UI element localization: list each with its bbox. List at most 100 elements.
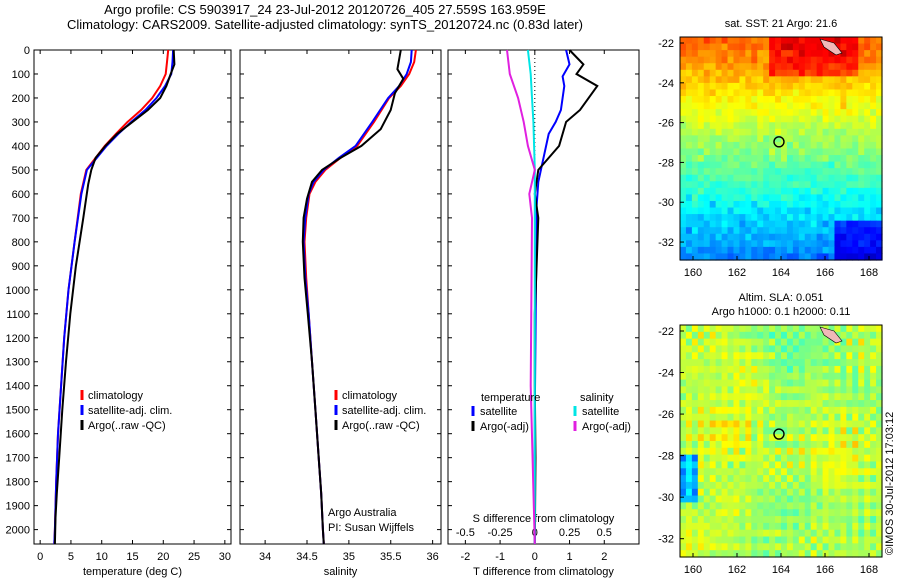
figure-title-line2: Climatology: CARS2009. Satellite-adjuste… <box>67 17 583 32</box>
map-cell <box>810 200 818 209</box>
map-cell <box>870 122 877 130</box>
map-cell <box>846 331 853 340</box>
map-cell <box>786 187 794 196</box>
map-cell <box>763 168 770 176</box>
map-cell <box>751 233 758 241</box>
map-cell <box>727 194 735 202</box>
map-cell <box>858 522 865 531</box>
map-cell <box>798 359 806 367</box>
map-cell <box>763 372 770 381</box>
map-cell <box>775 102 782 110</box>
map-cell <box>769 89 776 97</box>
map-cell <box>721 345 729 353</box>
map-cell <box>828 488 836 497</box>
map-cell <box>680 379 687 388</box>
map-cell <box>685 89 693 97</box>
map-cell <box>733 50 741 58</box>
map-cell <box>769 434 776 442</box>
map-cell <box>715 233 723 241</box>
map-cell <box>775 253 782 261</box>
map-cell <box>781 536 788 544</box>
map-cell <box>769 379 776 388</box>
map-cell <box>697 174 705 182</box>
map-cell <box>691 109 699 117</box>
map-cell <box>852 96 859 104</box>
legend-label: climatology <box>342 390 398 402</box>
map-cell <box>798 406 806 415</box>
map-cell <box>816 207 824 215</box>
map-cell <box>691 420 699 428</box>
map-cell <box>703 522 711 531</box>
map-cell <box>786 502 794 510</box>
map-cell <box>757 76 764 84</box>
map-cell <box>864 447 871 456</box>
map-cell <box>792 386 800 394</box>
map-cell <box>727 522 735 531</box>
map-cell <box>852 122 859 130</box>
map-cell <box>727 509 735 517</box>
map-cell <box>828 37 836 45</box>
map-cell <box>786 200 794 209</box>
map-cell <box>846 529 853 538</box>
map-cell <box>864 148 871 156</box>
map-cell <box>769 406 776 415</box>
map-cell <box>680 338 687 347</box>
map-cell <box>804 181 812 189</box>
map-cell <box>739 441 746 449</box>
map-cell <box>834 413 842 422</box>
map-cell <box>751 194 758 202</box>
map-cell <box>745 386 752 394</box>
map-cell <box>834 122 842 130</box>
map-y-tick-label: -28 <box>658 157 674 169</box>
map-cell <box>715 240 723 248</box>
map-cell <box>775 207 782 215</box>
map-cell <box>852 475 859 483</box>
map-cell <box>685 372 693 381</box>
map-cell <box>697 102 705 110</box>
map-cell <box>834 63 842 71</box>
map-cell <box>715 468 723 476</box>
map-cell <box>703 220 711 228</box>
map-cell <box>876 481 883 490</box>
map-cell <box>751 148 758 156</box>
map-cell <box>792 214 800 222</box>
map-x-tick-label: 160 <box>684 564 702 576</box>
map-cell <box>822 187 830 196</box>
map-cell <box>804 174 812 182</box>
map-cell <box>739 372 746 381</box>
map-cell <box>840 434 847 442</box>
map-cell <box>721 174 729 182</box>
map-cell <box>703 89 711 97</box>
map-cell <box>703 43 711 51</box>
map-cell <box>697 115 705 123</box>
map-cell <box>751 372 758 381</box>
map-cell <box>786 509 794 517</box>
map-cell <box>697 253 705 261</box>
map-cell <box>685 240 693 248</box>
map-cell <box>745 365 752 374</box>
map-cell <box>727 447 735 456</box>
map-cell <box>727 141 735 150</box>
map-cell <box>864 522 871 531</box>
map-cell <box>763 379 770 388</box>
map-cell <box>763 43 770 51</box>
map-cell <box>816 174 824 182</box>
map-cell <box>810 536 818 544</box>
map-cell <box>733 82 741 91</box>
map-cell <box>709 529 717 538</box>
map-cell <box>775 481 782 490</box>
map-cell <box>739 69 746 77</box>
map-cell <box>870 372 877 381</box>
map-cell <box>852 168 859 176</box>
map-cell <box>763 550 770 558</box>
map-cell <box>680 359 687 367</box>
map-cell <box>804 529 812 538</box>
map-cell <box>680 240 687 248</box>
map-cell <box>792 372 800 381</box>
map-cell <box>680 181 687 189</box>
map-cell <box>745 37 752 45</box>
map-cell <box>733 522 741 531</box>
map-cell <box>709 168 717 176</box>
map-cell <box>721 441 729 449</box>
map-cell <box>798 63 806 71</box>
